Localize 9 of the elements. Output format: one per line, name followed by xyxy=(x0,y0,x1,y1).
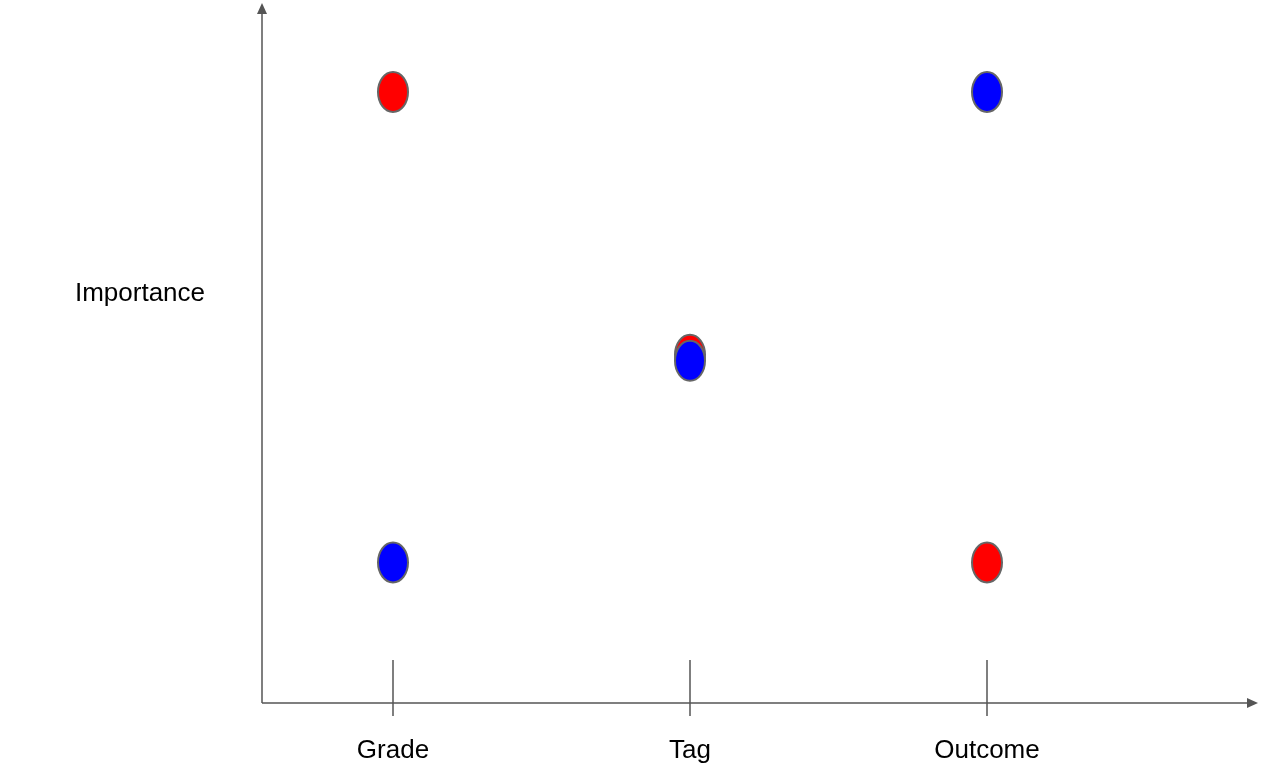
x-tick-label: Tag xyxy=(669,734,711,764)
point xyxy=(971,541,1003,584)
y-axis-title: Importance xyxy=(74,277,206,307)
x-tick-label: Outcome xyxy=(934,734,1040,764)
point xyxy=(377,541,409,584)
point xyxy=(377,71,409,113)
point xyxy=(971,71,1003,113)
point xyxy=(674,339,706,382)
x-tick-label: Grade xyxy=(356,734,430,764)
